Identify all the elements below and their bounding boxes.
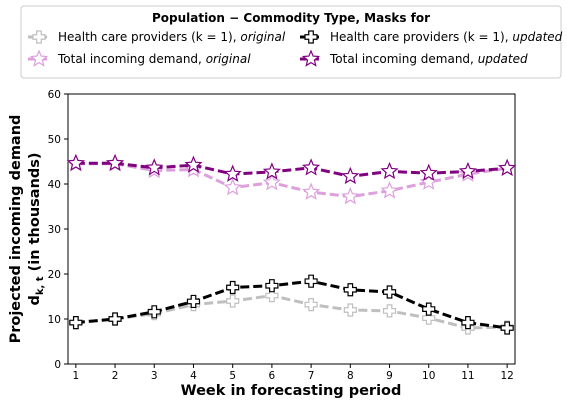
x-tick-label: 8: [347, 370, 354, 382]
legend-label: Health care providers (k = 1), updated: [330, 30, 563, 44]
x-tick-label: 5: [229, 370, 236, 382]
legend-marker: [29, 49, 49, 67]
x-tick-label: 2: [112, 370, 119, 382]
series-point: [226, 294, 240, 308]
series-point: [147, 305, 161, 319]
y-tick-label: 40: [48, 179, 61, 191]
series-layer: [66, 153, 517, 335]
series-point: [380, 161, 399, 180]
series-point: [262, 173, 281, 191]
series-2: [66, 154, 517, 205]
y-axis-label-symbol: d: [27, 295, 43, 305]
x-tick-label: 11: [461, 370, 474, 382]
series-point: [105, 153, 125, 172]
series-point: [341, 166, 360, 185]
series-point: [422, 311, 436, 325]
series-point: [302, 158, 321, 176]
series-point: [419, 172, 438, 190]
series-line: [75, 162, 508, 199]
legend-marker: [32, 30, 46, 44]
series-0: [69, 289, 514, 335]
legend-label: Total incoming demand, original: [57, 52, 251, 66]
legend-entry-2: Total incoming demand, original: [28, 49, 251, 67]
series-point: [458, 161, 478, 180]
y-axis-label-line1: Projected incoming demand: [8, 115, 24, 344]
series-point: [500, 321, 514, 335]
x-tick-label: 7: [308, 370, 315, 382]
legend-entry-3: Total incoming demand, updated: [300, 49, 528, 67]
y-tick-label: 30: [48, 224, 61, 236]
series-point: [304, 298, 318, 312]
series-point: [223, 178, 242, 196]
legend-label-style: original: [206, 52, 252, 66]
series-point: [186, 294, 201, 309]
legend-label-text: Health care providers (k = 1),: [58, 30, 240, 44]
series-point: [382, 304, 397, 318]
series-line: [75, 161, 508, 178]
legend-label: Total incoming demand, updated: [329, 52, 528, 66]
series-1: [69, 274, 514, 335]
series-point: [498, 158, 517, 176]
legend-label-style: original: [240, 30, 286, 44]
y-tick-label: 50: [48, 134, 61, 146]
series-point: [419, 163, 438, 181]
y-tick-label: 10: [48, 314, 61, 326]
series-point: [341, 187, 360, 205]
legend-frame: [20, 5, 562, 79]
y-tick-label: 60: [48, 89, 61, 101]
x-tick-label: 4: [190, 370, 197, 382]
x-tick-label: 9: [386, 370, 393, 382]
series-point: [382, 285, 397, 299]
legend-entry-1: Health care providers (k = 1), updated: [300, 30, 563, 44]
y-axis: 0 10 20 30 40 50 60: [48, 89, 68, 371]
legend-label-text: Health care providers (k = 1),: [330, 30, 512, 44]
legend-title: Population − Commodity Type, Masks for: [152, 11, 430, 25]
legend-label-text: Total incoming demand,: [57, 52, 206, 66]
x-tick-label: 10: [422, 370, 435, 382]
series-point: [184, 155, 203, 173]
series-point: [262, 162, 281, 180]
series-point: [265, 279, 279, 293]
series-point: [461, 316, 475, 330]
series-line: [75, 294, 508, 330]
legend-label-style: updated: [512, 30, 562, 44]
series-point: [108, 312, 122, 326]
x-axis-label: Week in forecasting period: [181, 383, 402, 399]
series-point: [69, 316, 83, 330]
series-point: [380, 181, 399, 199]
legend-entries: Health care providers (k = 1), original H…: [28, 30, 563, 67]
series-point: [343, 303, 357, 317]
legend-marker: [301, 49, 321, 67]
legend-marker: [304, 30, 318, 44]
series-point: [223, 164, 242, 182]
x-axis: 1 2 3 4 5 6 7 8 9 10 11 12: [72, 364, 514, 382]
series-point: [304, 274, 318, 288]
x-tick-label: 12: [500, 370, 513, 382]
legend-entry-0: Health care providers (k = 1), original: [28, 30, 286, 44]
series-point: [302, 182, 321, 200]
y-axis-label-subscript: k, t: [35, 276, 46, 295]
y-tick-label: 20: [48, 269, 61, 281]
x-tick-label: 6: [269, 370, 276, 382]
series-point: [226, 280, 240, 295]
y-axis-label-suffix: (in thousands): [27, 152, 43, 276]
legend-label: Health care providers (k = 1), original: [58, 30, 286, 44]
legend-label-text: Total incoming demand,: [329, 52, 478, 66]
y-tick-label: 0: [54, 359, 61, 371]
legend-label-style: updated: [478, 52, 528, 66]
series-point: [66, 153, 85, 172]
plot-area: [67, 93, 516, 365]
y-axis-label-line2: dk, t (in thousands): [27, 152, 46, 305]
x-tick-label: 3: [151, 370, 158, 382]
series-point: [422, 302, 436, 316]
x-tick-label: 1: [72, 370, 79, 382]
series-3: [66, 153, 517, 185]
series-point: [145, 158, 164, 176]
legend: Population − Commodity Type, Masks for H…: [20, 5, 563, 79]
series-point: [343, 283, 357, 297]
y-axis-label: Projected incoming demand dk, t (in thou…: [8, 115, 46, 344]
series-point: [265, 289, 279, 303]
